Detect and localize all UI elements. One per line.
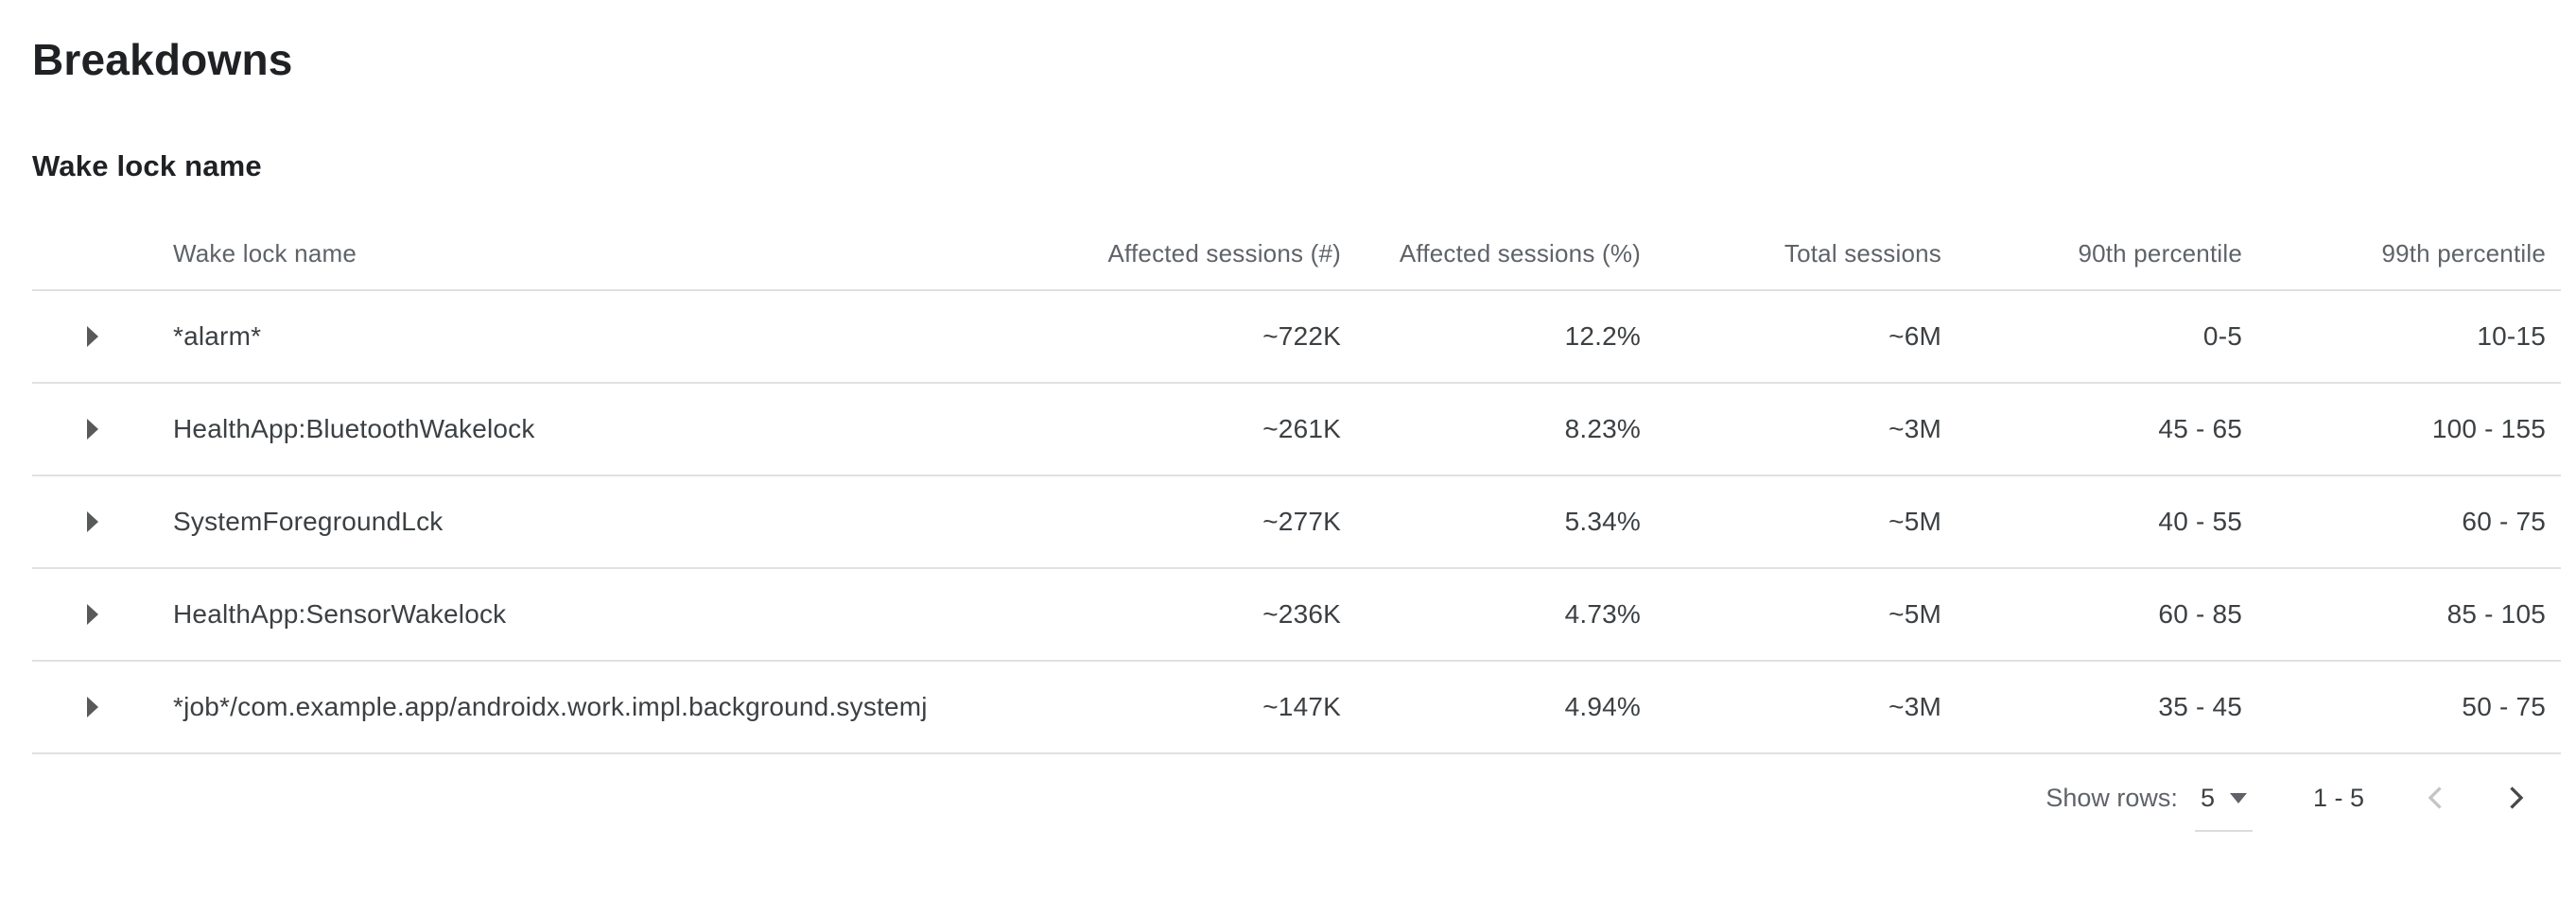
p90-cell: 60 - 85 [2158,599,2242,629]
table-header-row: Wake lock name Affected sessions (#) Aff… [32,217,2561,291]
wake-lock-table: Wake lock name Affected sessions (#) Aff… [32,217,2561,754]
chevron-left-icon [2428,786,2442,809]
column-header-affected-sessions-count: Affected sessions (#) [1107,238,1341,268]
page-title: Breakdowns [32,35,293,84]
affected-sessions-pct-cell: 4.94% [1564,692,1641,721]
expand-cell [32,501,173,543]
expand-arrow-icon [87,419,98,440]
expand-row-button[interactable] [72,686,113,728]
table-row[interactable]: *job*/com.example.app/androidx.work.impl… [32,662,2561,754]
p99-cell: 50 - 75 [2462,692,2546,721]
table-row[interactable]: HealthApp:BluetoothWakelock ~261K 8.23% … [32,384,2561,476]
show-rows-label: Show rows: [2045,783,2178,812]
affected-sessions-pct-cell: 12.2% [1564,321,1641,351]
expand-arrow-icon [87,604,98,625]
wake-lock-name-cell: HealthApp:SensorWakelock [173,599,507,629]
p90-cell: 0-5 [2202,321,2242,351]
rows-per-page-select[interactable]: 5 [2194,783,2253,832]
expand-row-button[interactable] [72,594,113,635]
breakdowns-page: Breakdowns Wake lock name Wake lock name… [32,35,2561,841]
table-row[interactable]: HealthApp:SensorWakelock ~236K 4.73% ~5M… [32,569,2561,662]
wake-lock-name-cell: *alarm* [173,321,262,351]
p90-cell: 35 - 45 [2158,692,2242,721]
section-title: Wake lock name [32,149,262,182]
affected-sessions-pct-cell: 4.73% [1564,599,1641,629]
table-row[interactable]: SystemForegroundLck ~277K 5.34% ~5M 40 -… [32,476,2561,569]
dropdown-caret-icon [2229,792,2247,803]
expand-row-button[interactable] [72,501,113,543]
total-sessions-cell: ~5M [1888,599,1941,629]
page-range-label: 1 - 5 [2312,783,2364,812]
chevron-right-icon [2510,786,2524,809]
affected-sessions-count-cell: ~236K [1262,599,1341,629]
wake-lock-name-cell: *job*/com.example.app/androidx.work.impl… [173,692,928,721]
expand-cell [32,594,173,635]
expand-cell [32,686,173,728]
total-sessions-cell: ~5M [1888,507,1941,536]
total-sessions-cell: ~3M [1888,414,1941,443]
column-header-affected-sessions-pct: Affected sessions (%) [1399,238,1641,268]
expand-row-button[interactable] [72,408,113,450]
expand-arrow-icon [87,326,98,347]
column-header-total-sessions: Total sessions [1784,238,1941,268]
expand-cell [32,408,173,450]
p99-cell: 100 - 155 [2431,414,2546,443]
total-sessions-cell: ~6M [1888,321,1941,351]
affected-sessions-pct-cell: 5.34% [1564,507,1641,536]
p90-cell: 45 - 65 [2158,414,2242,443]
affected-sessions-count-cell: ~147K [1262,692,1341,721]
p99-cell: 60 - 75 [2462,507,2546,536]
affected-sessions-count-cell: ~277K [1262,507,1341,536]
p99-cell: 10-15 [2477,321,2546,351]
p99-cell: 85 - 105 [2446,599,2546,629]
previous-page-button[interactable] [2413,775,2459,820]
column-header-wake-lock-name: Wake lock name [173,238,357,268]
next-page-button[interactable] [2493,775,2538,820]
wake-lock-name-cell: HealthApp:BluetoothWakelock [173,414,535,443]
column-header-90th-percentile: 90th percentile [2078,238,2242,268]
affected-sessions-count-cell: ~261K [1262,414,1341,443]
p90-cell: 40 - 55 [2158,507,2242,536]
expand-arrow-icon [87,511,98,532]
table-pagination: Show rows: 5 1 - 5 [32,754,2561,841]
column-header-99th-percentile: 99th percentile [2381,238,2546,268]
total-sessions-cell: ~3M [1888,692,1941,721]
rows-per-page-value: 5 [2200,783,2215,812]
affected-sessions-count-cell: ~722K [1262,321,1341,351]
expand-arrow-icon [87,697,98,717]
affected-sessions-pct-cell: 8.23% [1564,414,1641,443]
wake-lock-name-cell: SystemForegroundLck [173,507,444,536]
expand-row-button[interactable] [72,316,113,357]
table-row[interactable]: *alarm* ~722K 12.2% ~6M 0-5 10-15 [32,291,2561,384]
expand-cell [32,316,173,357]
